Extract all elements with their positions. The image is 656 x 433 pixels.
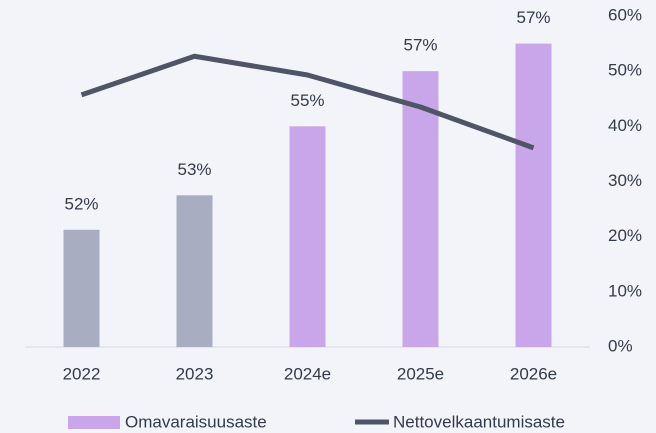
y2-tick-label: 10%: [608, 281, 642, 300]
line: [80, 53, 535, 151]
y2-tick-label: 50%: [608, 61, 642, 80]
y2-tick-label: 40%: [608, 116, 642, 135]
y2-tick-label: 30%: [608, 171, 642, 190]
bar: [176, 195, 213, 347]
y2-tick-label: 60%: [608, 5, 642, 24]
x-tick-label: 2026e: [510, 364, 557, 383]
bar: [515, 43, 552, 347]
x-tick-label: 2025e: [397, 364, 444, 383]
data-label: 57%: [403, 36, 437, 55]
x-tick-label: 2023: [176, 364, 214, 383]
legend-swatch: [68, 416, 120, 429]
legend-label: Omavaraisuusaste: [125, 412, 267, 431]
data-label: 57%: [516, 8, 550, 27]
y2-tick-label: 20%: [608, 226, 642, 245]
legend-label: Nettovelkaantumisaste: [393, 412, 565, 431]
y2-tick-label: 0%: [608, 336, 633, 355]
x-tick-label: 2022: [63, 364, 101, 383]
data-label: 52%: [64, 194, 98, 213]
data-label: 55%: [290, 91, 324, 110]
data-label: 53%: [177, 160, 211, 179]
bar: [289, 126, 326, 347]
bar: [402, 71, 439, 348]
bar: [63, 229, 100, 347]
x-tick-label: 2024e: [284, 364, 331, 383]
